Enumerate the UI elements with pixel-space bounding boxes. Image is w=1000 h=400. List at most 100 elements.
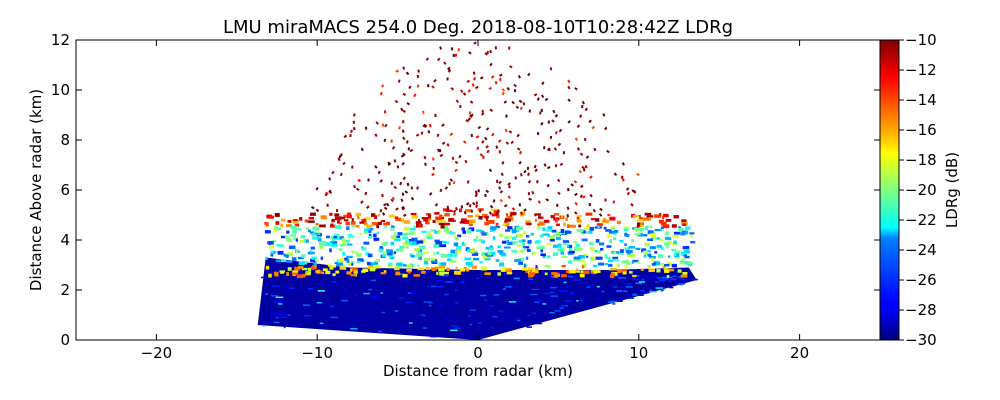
noise-speckle	[416, 84, 420, 88]
scan-cell	[400, 218, 404, 223]
scan-cell	[660, 221, 667, 226]
noise-speckle	[422, 123, 426, 128]
noise-speckle	[401, 206, 406, 211]
scan-cell	[556, 230, 560, 234]
noise-speckle	[474, 193, 479, 198]
scan-cell	[533, 270, 539, 274]
scan-cell	[477, 208, 484, 211]
scan-cell	[287, 267, 292, 271]
scan-cell	[349, 263, 354, 266]
noise-speckle	[343, 134, 348, 139]
scan-cell	[636, 294, 644, 297]
scan-cell	[441, 217, 444, 220]
scan-cell	[426, 236, 433, 239]
scan-cell	[363, 292, 370, 295]
noise-speckle	[379, 179, 383, 183]
noise-speckle	[401, 205, 405, 210]
scan-cell	[656, 244, 662, 248]
scan-cell	[598, 242, 605, 246]
scan-cell	[684, 261, 692, 265]
scan-cell	[549, 238, 555, 242]
noise-speckle	[491, 132, 495, 137]
scan-cell	[505, 223, 510, 227]
scan-cell	[332, 306, 338, 309]
scan-cell	[329, 212, 333, 216]
scan-cell	[421, 217, 429, 220]
scan-cell	[430, 285, 437, 288]
scan-cell	[274, 213, 280, 217]
scan-cell	[609, 216, 616, 221]
scan-cell	[581, 259, 586, 263]
scan-cell	[647, 264, 651, 269]
noise-speckle	[584, 107, 588, 112]
scan-cell	[531, 269, 536, 273]
scan-cell	[402, 273, 408, 278]
scan-cell	[632, 274, 637, 278]
scan-cell	[658, 219, 664, 224]
noise-speckle	[466, 79, 471, 84]
scan-cell	[319, 245, 324, 249]
scan-cell	[341, 299, 348, 302]
scan-cell	[612, 303, 616, 305]
scan-cell	[565, 285, 569, 288]
scan-cell	[624, 243, 627, 246]
scan-cell	[525, 256, 529, 260]
scan-cell	[626, 262, 632, 265]
noise-speckle	[566, 206, 570, 210]
noise-speckle	[396, 165, 400, 169]
scan-cell	[285, 224, 292, 228]
scan-cell	[355, 294, 358, 296]
scan-cell	[682, 254, 687, 257]
noise-speckle	[424, 124, 428, 129]
scan-cell	[581, 277, 590, 279]
scan-cell	[276, 318, 280, 321]
x-tick-label: 0	[473, 344, 483, 362]
scan-cell	[562, 248, 566, 252]
scan-cell	[387, 262, 393, 266]
scan-cell	[345, 226, 350, 231]
scan-cell	[373, 233, 377, 238]
noise-speckle	[463, 210, 467, 215]
noise-speckle	[448, 182, 451, 186]
scan-cell	[594, 297, 602, 300]
scan-cell	[682, 223, 687, 226]
scan-cell	[649, 290, 657, 293]
scan-cell	[377, 221, 382, 225]
scan-cell	[333, 235, 338, 239]
scan-cell	[561, 265, 566, 268]
scan-cell	[612, 258, 620, 262]
scan-cell	[668, 268, 675, 272]
scan-cell	[487, 219, 495, 224]
noise-speckle	[471, 83, 475, 87]
noise-speckle	[381, 123, 385, 127]
scan-cell	[434, 239, 440, 243]
scan-cell	[471, 253, 479, 256]
scan-cell	[405, 240, 410, 244]
scan-cell	[484, 222, 489, 226]
noise-speckle	[399, 181, 403, 186]
noise-speckle	[439, 153, 444, 158]
scan-cell	[438, 267, 445, 272]
noise-speckle	[393, 185, 398, 190]
scan-cell	[535, 264, 538, 269]
scan-cell	[515, 226, 523, 230]
noise-speckle	[494, 80, 498, 85]
noise-speckle	[488, 86, 493, 91]
noise-speckle	[360, 200, 364, 204]
scan-cell	[367, 265, 375, 269]
scan-cell	[537, 225, 541, 229]
scan-cell	[634, 275, 640, 277]
scan-cell	[288, 245, 296, 250]
scan-cell	[273, 300, 278, 303]
scan-cell	[656, 268, 661, 273]
scan-cell	[548, 317, 551, 319]
noise-speckle	[403, 213, 407, 217]
scan-cell	[329, 266, 334, 270]
noise-speckle	[325, 191, 329, 196]
scan-cell	[334, 261, 338, 265]
noise-speckle	[536, 97, 540, 101]
scan-cell	[423, 301, 432, 303]
scan-cell	[559, 290, 568, 292]
y-tick-label: 6	[60, 181, 70, 199]
scan-cell	[668, 255, 671, 258]
